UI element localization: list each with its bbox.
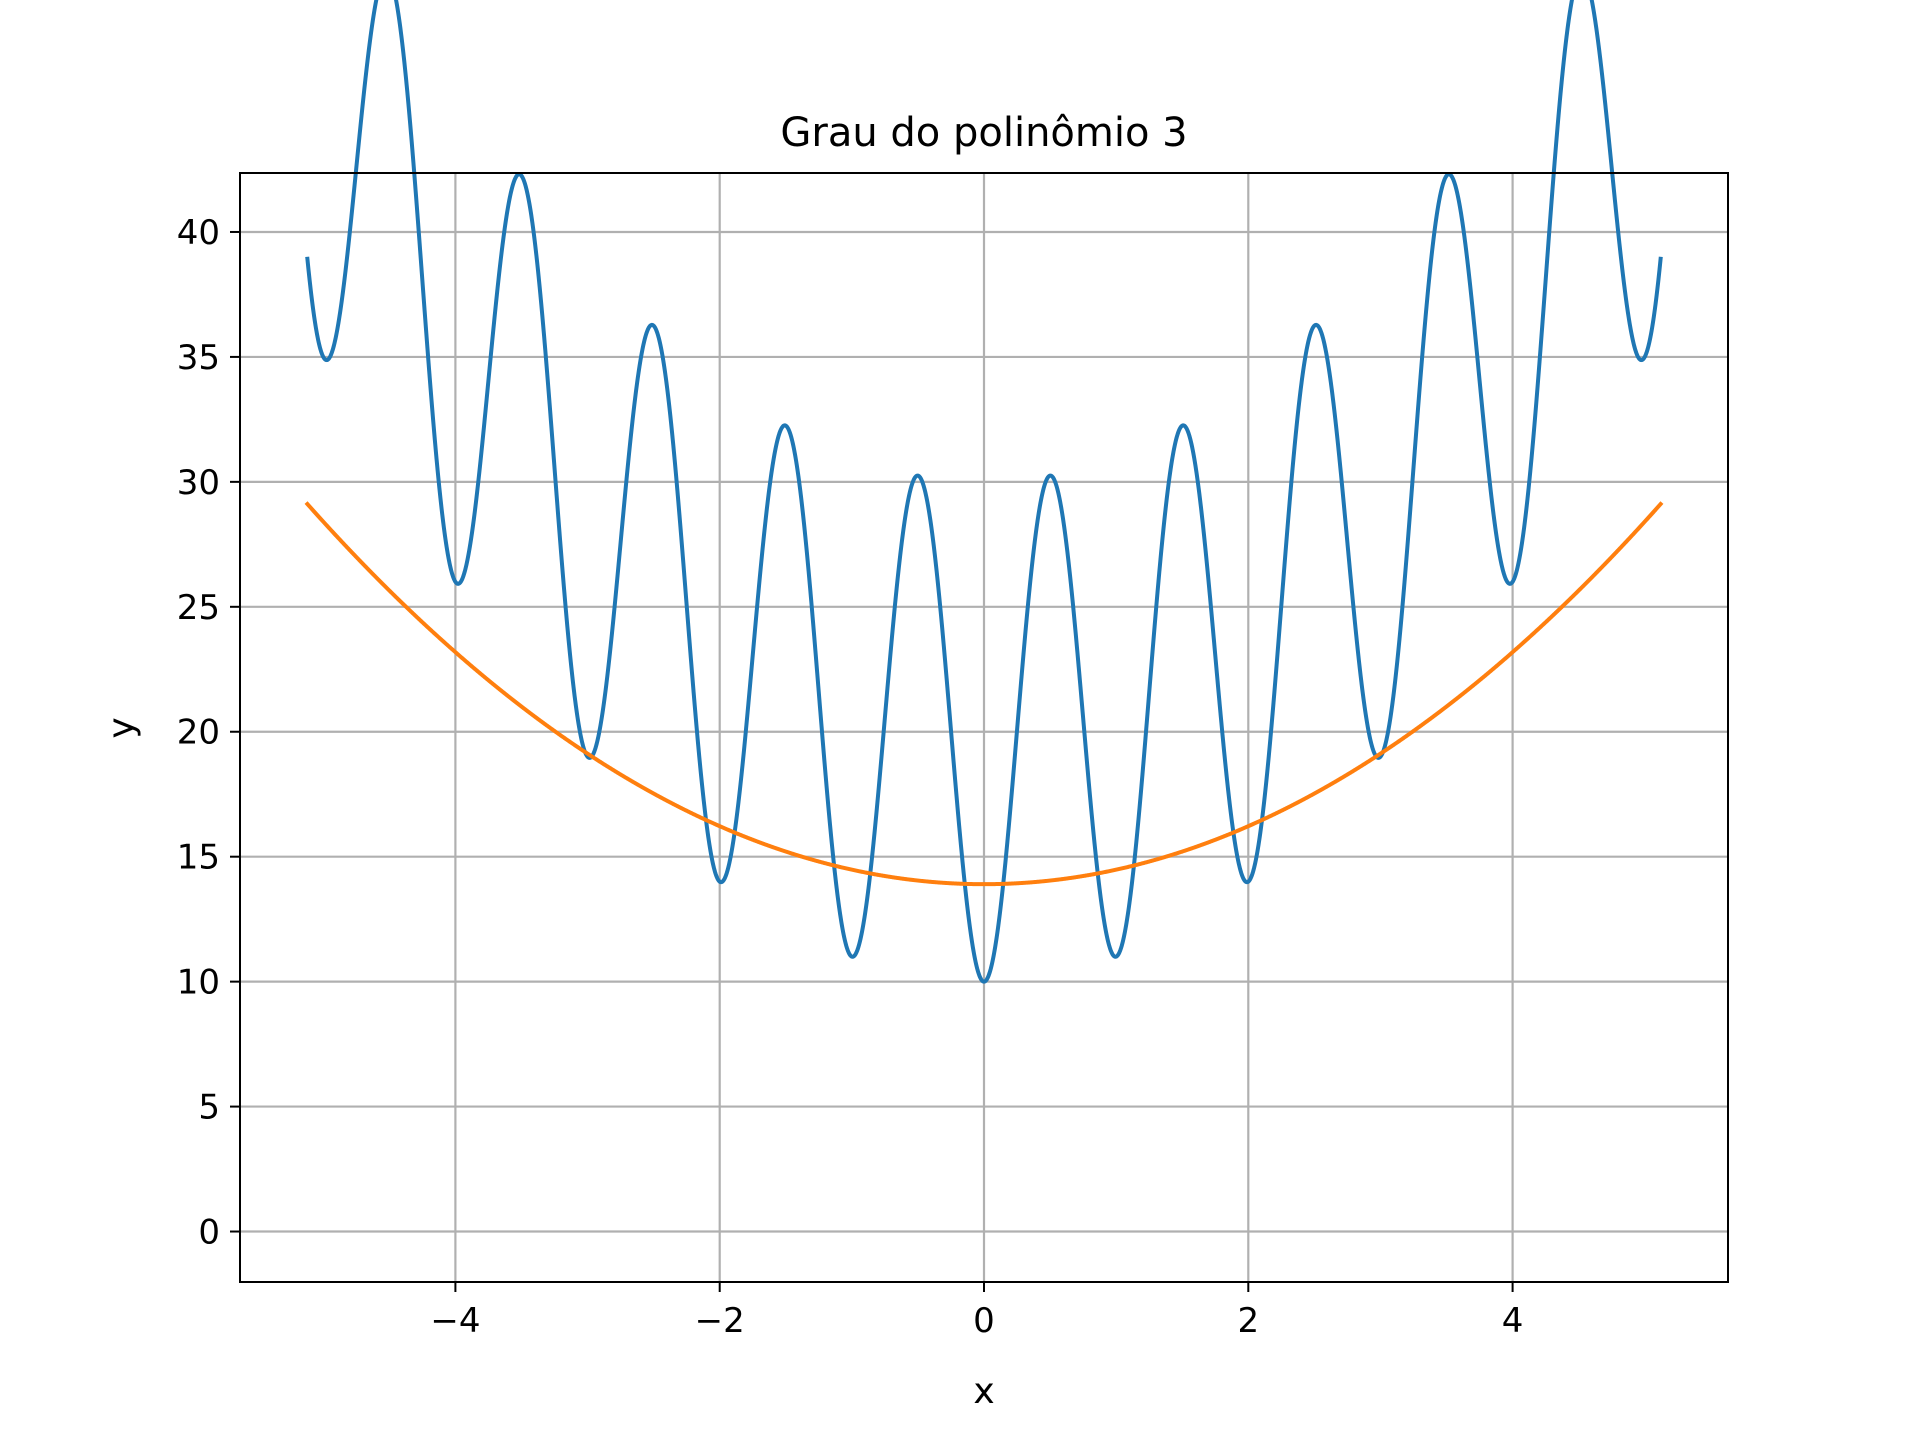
y-tick-label: 25 — [177, 588, 220, 628]
y-tick-label: 5 — [198, 1088, 220, 1128]
x-tick-label: 0 — [973, 1301, 995, 1341]
x-tick-label: −2 — [695, 1301, 745, 1341]
series-line-2 — [304, 501, 1664, 887]
grid — [240, 173, 1728, 1282]
series-line-1 — [305, 0, 1663, 984]
y-tick-label: 0 — [198, 1213, 220, 1253]
y-tick-label: 30 — [177, 463, 220, 503]
y-tick-label: 35 — [177, 338, 220, 378]
y-tick-label: 10 — [177, 963, 220, 1003]
y-axis-label: y — [101, 717, 142, 738]
x-axis-label: x — [973, 1371, 994, 1412]
x-tick-label: 2 — [1237, 1301, 1259, 1341]
series-layer — [304, 0, 1664, 984]
y-tick-label: 40 — [177, 213, 220, 253]
chart-title: Grau do polinômio 3 — [780, 110, 1187, 156]
y-tick-label: 20 — [177, 713, 220, 753]
x-tick-label: 4 — [1502, 1301, 1524, 1341]
x-tick-label: −4 — [430, 1301, 480, 1341]
y-tick-label: 15 — [177, 838, 220, 878]
